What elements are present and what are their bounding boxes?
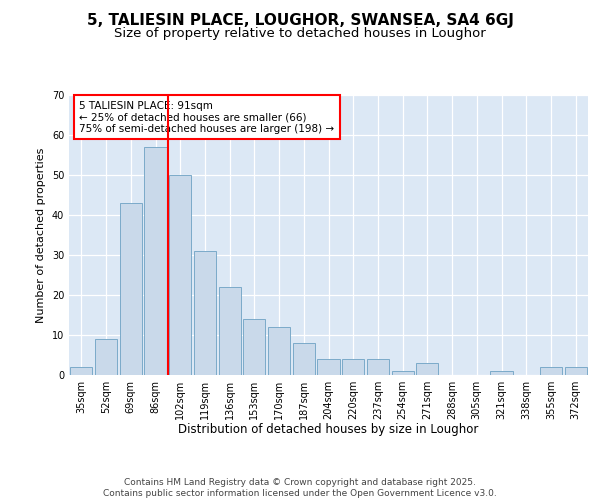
Bar xyxy=(169,175,191,375)
Bar xyxy=(342,359,364,375)
Bar xyxy=(416,363,439,375)
Bar xyxy=(392,371,414,375)
Bar xyxy=(367,359,389,375)
Bar xyxy=(540,367,562,375)
Bar xyxy=(194,251,216,375)
Text: Contains HM Land Registry data © Crown copyright and database right 2025.
Contai: Contains HM Land Registry data © Crown c… xyxy=(103,478,497,498)
Bar xyxy=(317,359,340,375)
Bar xyxy=(293,343,315,375)
Bar xyxy=(268,327,290,375)
Bar xyxy=(95,339,117,375)
Text: 5 TALIESIN PLACE: 91sqm
← 25% of detached houses are smaller (66)
75% of semi-de: 5 TALIESIN PLACE: 91sqm ← 25% of detache… xyxy=(79,100,335,134)
Text: Size of property relative to detached houses in Loughor: Size of property relative to detached ho… xyxy=(114,28,486,40)
Text: 5, TALIESIN PLACE, LOUGHOR, SWANSEA, SA4 6GJ: 5, TALIESIN PLACE, LOUGHOR, SWANSEA, SA4… xyxy=(86,12,514,28)
Bar xyxy=(565,367,587,375)
Bar xyxy=(490,371,512,375)
X-axis label: Distribution of detached houses by size in Loughor: Distribution of detached houses by size … xyxy=(178,424,479,436)
Bar xyxy=(119,203,142,375)
Bar xyxy=(218,287,241,375)
Bar xyxy=(243,319,265,375)
Y-axis label: Number of detached properties: Number of detached properties xyxy=(36,148,46,322)
Bar xyxy=(145,147,167,375)
Bar xyxy=(70,367,92,375)
